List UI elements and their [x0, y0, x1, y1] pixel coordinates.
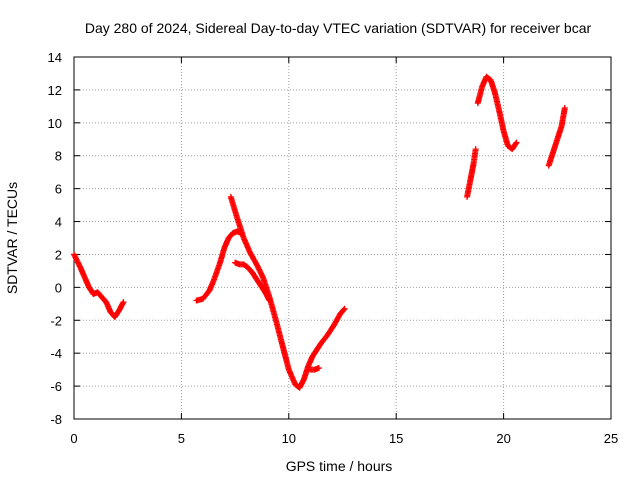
y-tick-label: -4 — [50, 346, 62, 361]
data-point-fill — [340, 306, 347, 313]
y-tick-label: 8 — [55, 149, 62, 164]
data-points — [71, 73, 568, 391]
data-point — [472, 146, 479, 153]
x-tick-label: 0 — [70, 431, 77, 446]
y-tick-label: -8 — [50, 412, 62, 427]
x-tick-label: 15 — [389, 431, 403, 446]
x-tick-label: 20 — [496, 431, 510, 446]
y-tick-label: 6 — [55, 182, 62, 197]
y-tick-label: 2 — [55, 247, 62, 262]
y-tick-label: 10 — [48, 116, 62, 131]
data-point — [513, 139, 520, 146]
grid-lines — [74, 57, 611, 419]
x-tick-label: 10 — [282, 431, 296, 446]
data-point — [341, 305, 348, 312]
x-tick-label: 25 — [604, 431, 618, 446]
chart-title: Day 280 of 2024, Sidereal Day-to-day VTE… — [85, 20, 592, 36]
x-axis-label: GPS time / hours — [286, 458, 393, 474]
y-tick-label: -6 — [50, 379, 62, 394]
y-tick-label: -2 — [50, 313, 62, 328]
data-point-fill — [512, 140, 519, 147]
y-tick-label: 14 — [48, 50, 62, 65]
data-point — [561, 105, 568, 112]
x-axis-ticks: 0 5 10 15 20 25 — [70, 57, 618, 446]
y-tick-label: 12 — [48, 83, 62, 98]
y-axis-ticks: 14 12 10 8 6 4 2 0 -2 -4 -6 -8 — [48, 50, 611, 427]
y-axis-label: SDTVAR / TECUs — [4, 182, 20, 294]
y-tick-label: 4 — [55, 215, 62, 230]
data-point — [120, 299, 127, 306]
x-tick-label: 5 — [178, 431, 185, 446]
y-tick-label: 0 — [55, 280, 62, 295]
plot-frame — [73, 56, 612, 420]
data-point — [315, 364, 322, 371]
